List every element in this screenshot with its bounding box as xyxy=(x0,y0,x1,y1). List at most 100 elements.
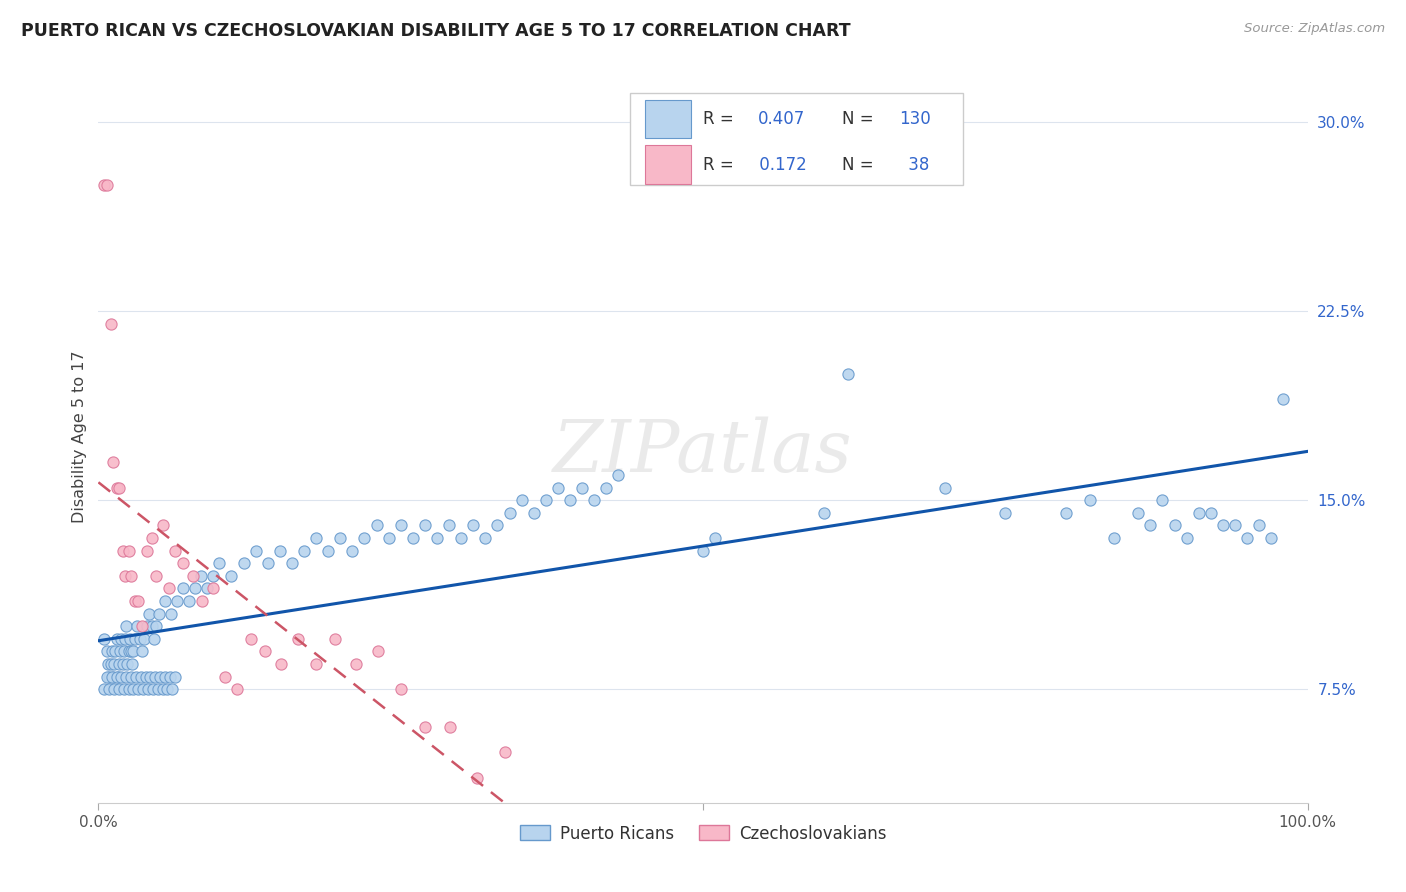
Y-axis label: Disability Age 5 to 17: Disability Age 5 to 17 xyxy=(72,351,87,524)
Point xyxy=(305,657,328,671)
Legend: Puerto Ricans, Czechoslovakians: Puerto Ricans, Czechoslovakians xyxy=(513,818,893,849)
Point xyxy=(110,632,132,646)
Text: 0.172: 0.172 xyxy=(754,155,807,174)
Point xyxy=(111,543,134,558)
Point xyxy=(232,556,254,570)
Point xyxy=(105,632,128,646)
Point xyxy=(125,670,148,684)
Point xyxy=(413,720,436,734)
Point xyxy=(118,632,141,646)
Point xyxy=(103,682,125,697)
Point xyxy=(239,632,262,646)
Point xyxy=(98,682,121,697)
Point xyxy=(1272,392,1295,407)
Point xyxy=(571,481,593,495)
Point xyxy=(103,657,125,671)
Point xyxy=(202,582,225,596)
Point xyxy=(160,607,183,621)
Point xyxy=(127,594,149,608)
Point xyxy=(195,582,218,596)
Point xyxy=(93,682,115,697)
Point xyxy=(127,682,149,697)
Point xyxy=(96,670,118,684)
Point xyxy=(132,682,155,697)
Point xyxy=(316,543,339,558)
Point xyxy=(208,556,231,570)
Point xyxy=(389,682,412,697)
Point xyxy=(153,594,176,608)
Point xyxy=(934,481,956,495)
Point xyxy=(146,682,169,697)
Point xyxy=(1199,506,1222,520)
Point xyxy=(292,543,315,558)
Text: 0.407: 0.407 xyxy=(758,110,804,128)
Point xyxy=(547,481,569,495)
Point xyxy=(105,670,128,684)
Point xyxy=(190,569,212,583)
Point xyxy=(437,518,460,533)
Point xyxy=(135,619,157,633)
Point xyxy=(108,644,131,658)
Point xyxy=(534,493,557,508)
Point xyxy=(692,543,714,558)
Point xyxy=(115,670,138,684)
Point xyxy=(389,518,412,533)
Point xyxy=(153,670,176,684)
Point xyxy=(105,481,128,495)
Point xyxy=(149,670,172,684)
Point xyxy=(127,619,149,633)
Point xyxy=(118,682,141,697)
Point xyxy=(108,657,131,671)
Text: R =: R = xyxy=(703,155,740,174)
Point xyxy=(305,531,328,545)
Point xyxy=(93,632,115,646)
Point xyxy=(163,670,186,684)
Point xyxy=(270,657,292,671)
Point xyxy=(1236,531,1258,545)
Point xyxy=(152,682,174,697)
Point xyxy=(583,493,606,508)
Point xyxy=(1260,531,1282,545)
Point xyxy=(101,455,124,469)
Point xyxy=(122,682,145,697)
Point xyxy=(704,531,727,545)
Point xyxy=(121,657,143,671)
Point xyxy=(1102,531,1125,545)
Point xyxy=(166,594,188,608)
Point xyxy=(254,644,277,658)
Point xyxy=(108,682,131,697)
Point xyxy=(1249,518,1271,533)
FancyBboxPatch shape xyxy=(630,94,963,185)
Point xyxy=(143,632,166,646)
Point xyxy=(172,556,194,570)
Text: ZIPatlas: ZIPatlas xyxy=(553,417,853,487)
Point xyxy=(98,670,121,684)
Point xyxy=(1054,506,1077,520)
Point xyxy=(1188,506,1211,520)
Point xyxy=(163,543,186,558)
Point xyxy=(93,178,115,192)
Point xyxy=(114,569,136,583)
Text: 38: 38 xyxy=(903,155,929,174)
Point xyxy=(145,619,167,633)
Point xyxy=(159,670,181,684)
Text: N =: N = xyxy=(842,110,879,128)
Point xyxy=(367,644,389,658)
Point xyxy=(112,682,135,697)
Point xyxy=(129,670,152,684)
Point xyxy=(184,582,207,596)
Point xyxy=(287,632,309,646)
Point xyxy=(486,518,509,533)
Point xyxy=(135,670,157,684)
Point xyxy=(329,531,352,545)
Point xyxy=(607,467,630,482)
Point xyxy=(134,632,156,646)
Point xyxy=(124,594,146,608)
Point xyxy=(558,493,581,508)
Point xyxy=(510,493,533,508)
Point xyxy=(1152,493,1174,508)
Point xyxy=(141,619,163,633)
Point xyxy=(156,682,179,697)
Point xyxy=(463,518,485,533)
Point xyxy=(181,569,204,583)
